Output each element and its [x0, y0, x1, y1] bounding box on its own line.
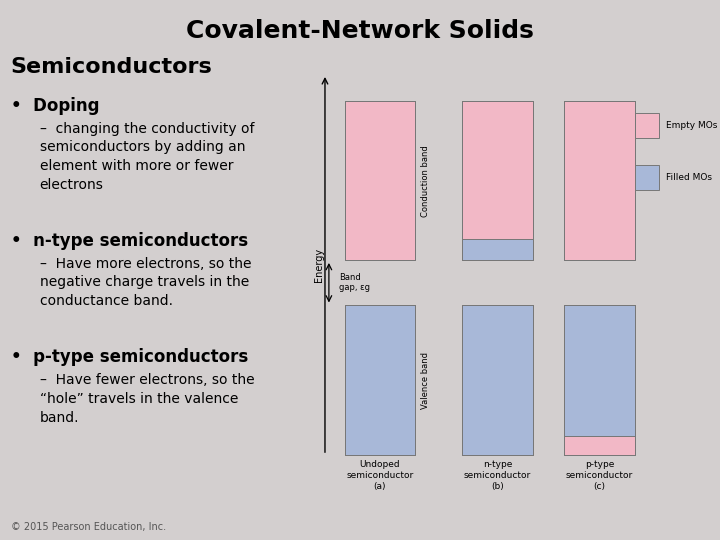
Bar — [462, 102, 533, 260]
Bar — [564, 306, 635, 455]
Bar — [619, 165, 659, 190]
Text: Valence band: Valence band — [421, 352, 430, 409]
Bar — [345, 102, 415, 260]
Bar — [462, 306, 533, 455]
Bar — [345, 306, 415, 455]
Bar — [345, 102, 415, 260]
Text: Band
gap, εg: Band gap, εg — [338, 273, 369, 293]
Text: n-type
semiconductor
(b): n-type semiconductor (b) — [464, 460, 531, 491]
Bar — [564, 102, 635, 260]
Text: © 2015 Pearson Education, Inc.: © 2015 Pearson Education, Inc. — [11, 522, 166, 532]
Text: Empty MOs: Empty MOs — [667, 120, 718, 130]
Text: –  Have fewer electrons, so the
“hole” travels in the valence
band.: – Have fewer electrons, so the “hole” tr… — [40, 373, 254, 424]
Bar — [462, 306, 533, 455]
Bar — [462, 239, 533, 260]
Bar — [462, 102, 533, 239]
Text: p-type
semiconductor
(c): p-type semiconductor (c) — [566, 460, 634, 491]
Bar — [564, 436, 635, 455]
Text: Conduction band: Conduction band — [421, 145, 430, 217]
Text: Undoped
semiconductor
(a): Undoped semiconductor (a) — [346, 460, 413, 491]
Bar — [619, 113, 659, 138]
Text: Filled MOs: Filled MOs — [667, 173, 712, 182]
Text: •  Doping: • Doping — [11, 97, 99, 115]
Bar — [564, 102, 635, 260]
Bar — [564, 306, 635, 436]
Bar — [345, 306, 415, 455]
Text: •  n-type semiconductors: • n-type semiconductors — [11, 232, 248, 250]
Text: –  changing the conductivity of
semiconductors by adding an
element with more or: – changing the conductivity of semicondu… — [40, 122, 254, 192]
Text: Semiconductors: Semiconductors — [11, 57, 212, 77]
Text: Covalent-Network Solids: Covalent-Network Solids — [186, 19, 534, 43]
Text: –  Have more electrons, so the
negative charge travels in the
conductance band.: – Have more electrons, so the negative c… — [40, 256, 251, 308]
Text: Energy: Energy — [314, 247, 324, 282]
Text: •  p-type semiconductors: • p-type semiconductors — [11, 348, 248, 366]
